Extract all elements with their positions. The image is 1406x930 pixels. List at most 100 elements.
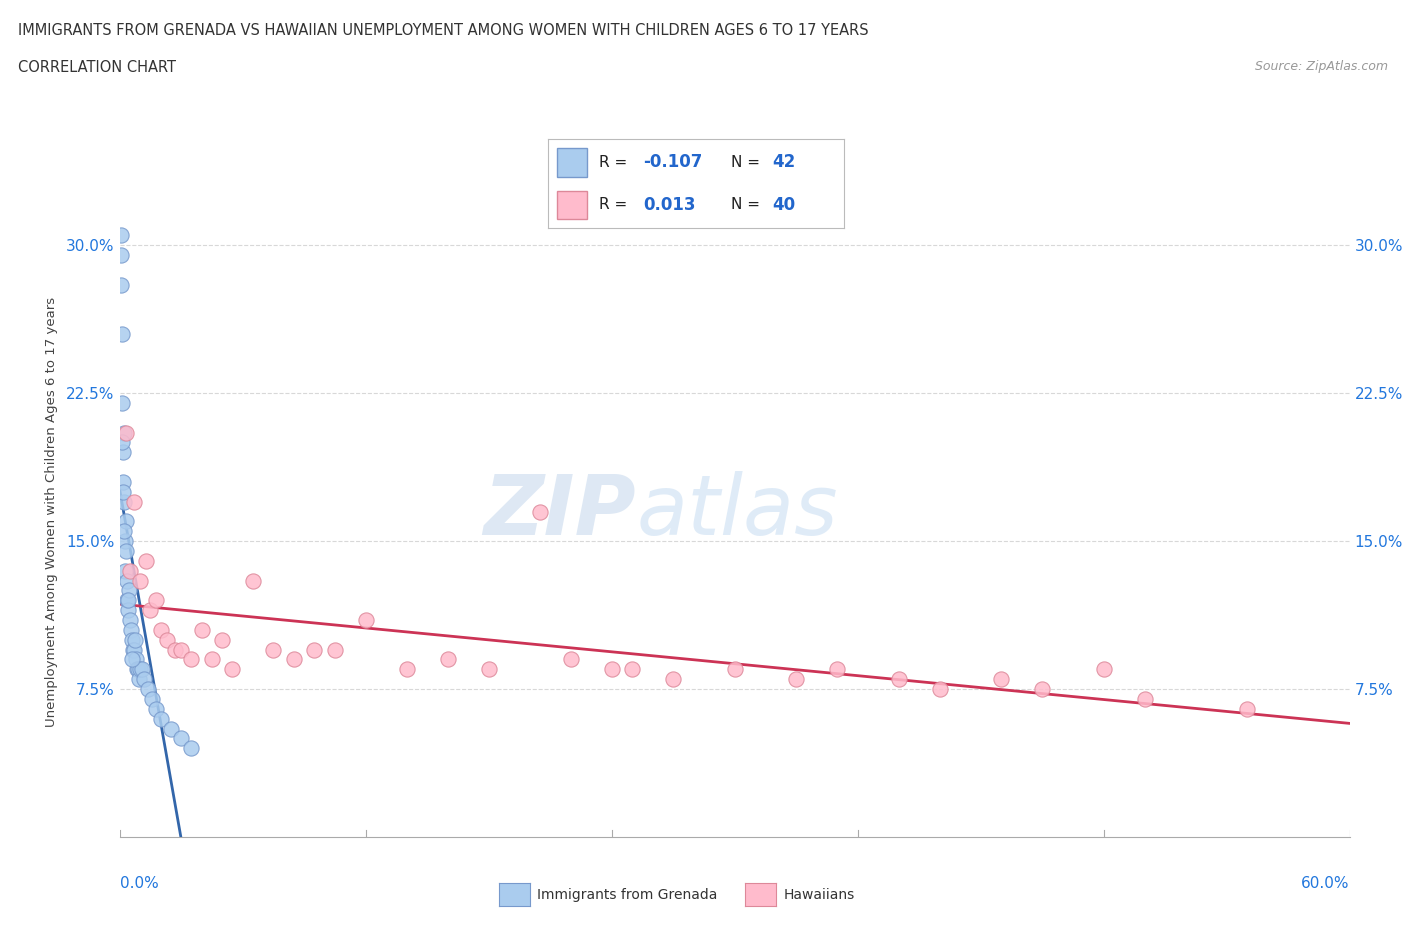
Point: [201, 652, 224, 667]
Text: N =: N =: [731, 155, 761, 170]
Point: [131, 662, 153, 677]
Point: [149, 622, 172, 637]
Point: [135, 553, 157, 568]
Point: [145, 701, 167, 716]
Y-axis label: Unemployment Among Women with Children Ages 6 to 17 years: Unemployment Among Women with Children A…: [45, 297, 58, 726]
Text: N =: N =: [731, 197, 761, 212]
Point: [110, 247, 132, 262]
Point: [141, 692, 163, 707]
Point: [118, 564, 141, 578]
Text: CORRELATION CHART: CORRELATION CHART: [18, 60, 176, 75]
Point: [115, 573, 138, 588]
Text: 40: 40: [773, 196, 796, 214]
Point: [662, 671, 685, 686]
Point: [354, 613, 377, 628]
Point: [128, 671, 150, 686]
Text: 0.013: 0.013: [643, 196, 696, 214]
Point: [1236, 701, 1258, 716]
Point: [139, 603, 162, 618]
Point: [1133, 692, 1156, 707]
Point: [118, 613, 141, 628]
Point: [129, 662, 152, 677]
Point: [304, 642, 326, 657]
Text: R =: R =: [599, 197, 627, 212]
Point: [560, 652, 582, 667]
Point: [136, 682, 159, 697]
Point: [242, 573, 264, 588]
Point: [124, 632, 146, 647]
Point: [600, 662, 623, 677]
Point: [127, 662, 149, 677]
Point: [262, 642, 284, 657]
Point: [111, 445, 134, 459]
Text: 42: 42: [773, 153, 796, 171]
Text: 60.0%: 60.0%: [1302, 876, 1350, 891]
Point: [190, 622, 212, 637]
Text: IMMIGRANTS FROM GRENADA VS HAWAIIAN UNEMPLOYMENT AMONG WOMEN WITH CHILDREN AGES : IMMIGRANTS FROM GRENADA VS HAWAIIAN UNEM…: [18, 23, 869, 38]
Point: [125, 652, 148, 667]
Point: [121, 642, 143, 657]
Point: [122, 642, 145, 657]
Text: atlas: atlas: [636, 471, 838, 552]
Point: [132, 671, 156, 686]
Point: [117, 592, 139, 607]
Point: [111, 485, 134, 499]
Point: [122, 494, 145, 509]
Point: [110, 228, 132, 243]
Text: Source: ZipAtlas.com: Source: ZipAtlas.com: [1254, 60, 1388, 73]
Point: [118, 583, 141, 598]
Point: [112, 494, 135, 509]
FancyBboxPatch shape: [557, 191, 586, 219]
Point: [112, 524, 135, 538]
Point: [121, 632, 143, 647]
Text: ZIP: ZIP: [484, 471, 636, 552]
Point: [529, 504, 551, 519]
Point: [990, 671, 1012, 686]
Point: [283, 652, 305, 667]
Point: [887, 671, 910, 686]
Point: [129, 573, 152, 588]
Point: [163, 642, 186, 657]
Point: [1092, 662, 1115, 677]
Point: [621, 662, 644, 677]
Point: [114, 534, 136, 549]
Point: [110, 326, 132, 341]
Point: [825, 662, 848, 677]
Point: [436, 652, 458, 667]
Point: [723, 662, 745, 677]
Point: [159, 721, 181, 736]
Point: [785, 671, 807, 686]
Point: [114, 425, 136, 440]
Point: [114, 564, 136, 578]
Point: [221, 662, 243, 677]
Point: [111, 435, 134, 450]
Point: [180, 652, 202, 667]
Point: [149, 711, 172, 726]
Point: [1031, 682, 1053, 697]
Point: [125, 662, 148, 677]
Point: [170, 642, 193, 657]
Point: [145, 592, 167, 607]
Text: -0.107: -0.107: [643, 153, 702, 171]
Text: Immigrants from Grenada: Immigrants from Grenada: [537, 887, 717, 902]
Point: [323, 642, 346, 657]
Point: [117, 603, 139, 618]
Point: [170, 731, 193, 746]
Point: [121, 652, 143, 667]
Text: 0.0%: 0.0%: [120, 876, 159, 891]
Point: [110, 277, 132, 292]
Point: [928, 682, 950, 697]
Point: [477, 662, 501, 677]
Point: [115, 543, 138, 558]
Point: [112, 474, 135, 489]
Point: [395, 662, 418, 677]
Text: Hawaiians: Hawaiians: [783, 887, 855, 902]
Point: [120, 622, 142, 637]
Point: [180, 741, 202, 756]
FancyBboxPatch shape: [557, 149, 586, 177]
Text: R =: R =: [599, 155, 627, 170]
Point: [114, 514, 136, 529]
Point: [112, 425, 135, 440]
Point: [211, 632, 233, 647]
Point: [111, 395, 134, 410]
